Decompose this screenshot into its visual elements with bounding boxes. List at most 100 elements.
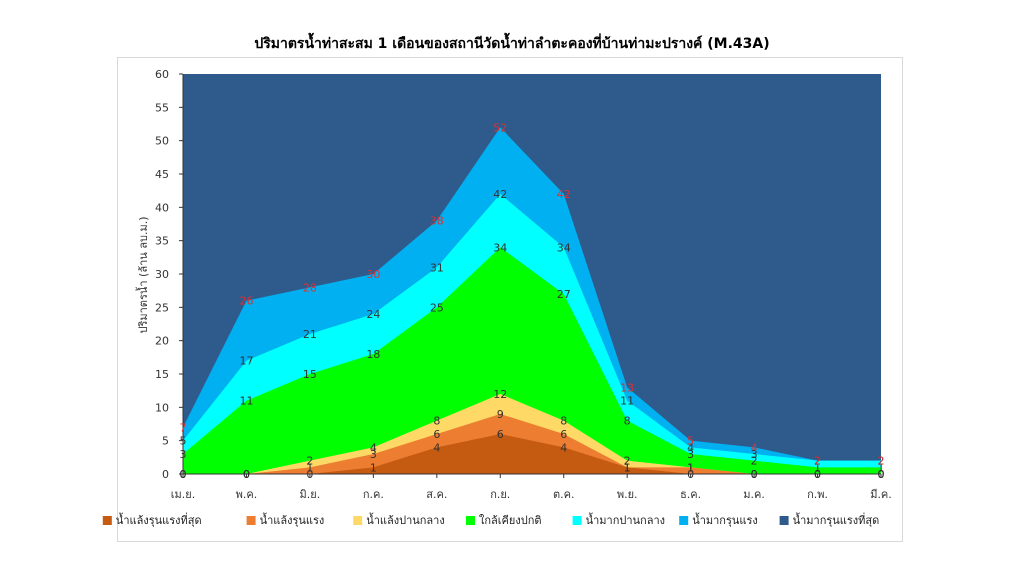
data-label: 5 xyxy=(687,435,694,448)
legend-swatch xyxy=(353,516,363,525)
data-label: 5 xyxy=(180,435,187,448)
data-label: 0 xyxy=(306,468,313,481)
data-label: 34 xyxy=(493,241,507,254)
data-label: 0 xyxy=(243,468,250,481)
data-label: 6 xyxy=(433,428,440,441)
y-tick-label: 40 xyxy=(155,201,169,214)
y-tick-label: 45 xyxy=(155,168,169,181)
data-label: 0 xyxy=(243,468,250,481)
data-label: 52 xyxy=(493,121,507,134)
x-tick-label: ส.ค. xyxy=(426,488,447,501)
y-tick-label: 50 xyxy=(155,135,169,148)
legend: น้ำแล้งรุนแรงที่สุด น้ำแล้งรุนแรง น้ำแล้งป… xyxy=(102,512,880,527)
data-label: 1 xyxy=(306,461,313,474)
data-label: 11 xyxy=(239,395,253,408)
y-tick-label: 0 xyxy=(162,468,169,481)
data-label: 1 xyxy=(370,461,377,474)
x-tick-label: พ.ค. xyxy=(236,488,258,501)
data-label: 27 xyxy=(557,288,571,301)
data-label: 1 xyxy=(687,461,694,474)
data-label: 17 xyxy=(239,355,253,368)
data-label: 13 xyxy=(620,381,634,394)
y-tick-label: 30 xyxy=(155,268,169,281)
data-label: 2 xyxy=(878,455,885,468)
data-label: 11 xyxy=(620,395,634,408)
data-label: 1 xyxy=(624,461,631,474)
legend-label: น้ำมากรุนแรง xyxy=(692,512,758,527)
data-label: 42 xyxy=(557,188,571,201)
data-label: 0 xyxy=(878,468,885,481)
x-tick-label: ก.ย. xyxy=(490,488,510,501)
data-label: 4 xyxy=(560,441,567,454)
data-label: 3 xyxy=(370,448,377,461)
data-label: 0 xyxy=(180,468,187,481)
data-label: 6 xyxy=(497,428,504,441)
data-label: 28 xyxy=(303,281,317,294)
x-tick-label: พ.ย. xyxy=(617,488,638,501)
y-tick-label: 15 xyxy=(155,368,169,381)
x-tick-label: ม.ค. xyxy=(743,488,765,501)
legend-label: น้ำมากรุนแรงที่สุด xyxy=(793,512,880,527)
data-label: 30 xyxy=(366,268,380,281)
x-tick-label: ต.ค. xyxy=(553,488,575,501)
area-series-0 xyxy=(183,434,881,474)
data-label: 24 xyxy=(366,308,380,321)
data-label: 0 xyxy=(814,468,821,481)
data-label: 26 xyxy=(239,295,253,308)
legend-swatch xyxy=(572,516,582,525)
x-tick-label: มี.ค. xyxy=(870,488,892,501)
data-label: 4 xyxy=(687,441,694,454)
legend-swatch xyxy=(246,516,256,525)
data-label: 2 xyxy=(751,455,758,468)
legend-swatch xyxy=(779,516,789,525)
data-label: 0 xyxy=(878,468,885,481)
data-label: 31 xyxy=(430,261,444,274)
data-label: 3 xyxy=(180,448,187,461)
y-tick-label: 55 xyxy=(155,101,169,114)
data-label: 1 xyxy=(878,461,885,474)
data-label: 0 xyxy=(180,468,187,481)
data-label: 15 xyxy=(303,368,317,381)
legend-label: น้ำแล้งรุนแรงที่สุด xyxy=(116,512,202,527)
data-label: 18 xyxy=(366,348,380,361)
data-label: 8 xyxy=(433,415,440,428)
data-label: 8 xyxy=(624,415,631,428)
data-label: 0 xyxy=(751,468,758,481)
data-label: 2 xyxy=(878,455,885,468)
legend-swatch xyxy=(466,516,475,525)
data-label: 2 xyxy=(306,455,313,468)
data-label: 3 xyxy=(751,448,758,461)
data-label: 21 xyxy=(303,328,317,341)
data-label: 1 xyxy=(814,461,821,474)
data-label: 0 xyxy=(814,468,821,481)
data-label: 4 xyxy=(370,441,377,454)
data-label: 8 xyxy=(560,415,567,428)
legend-label: น้ำมากปานกลาง xyxy=(586,512,665,527)
legend-label: น้ำแล้งปานกลาง xyxy=(366,512,445,527)
data-label: 2 xyxy=(814,455,821,468)
data-label: 1 xyxy=(624,461,631,474)
data-label: 0 xyxy=(687,468,694,481)
y-tick-label: 35 xyxy=(155,235,169,248)
data-label: 3 xyxy=(687,448,694,461)
legend-swatch xyxy=(679,516,689,525)
x-tick-label: เม.ย. xyxy=(171,488,195,501)
y-tick-label: 25 xyxy=(155,301,169,314)
data-label: 0 xyxy=(751,468,758,481)
y-tick-label: 10 xyxy=(155,401,169,414)
legend-swatch xyxy=(102,516,112,525)
data-label: 0 xyxy=(180,468,187,481)
data-label: 38 xyxy=(430,215,444,228)
x-tick-label: ก.ค. xyxy=(363,488,384,501)
y-axis-label: ปริมาตรน้ำ (ล้าน ลบ.ม.) xyxy=(135,216,150,333)
data-label: 2 xyxy=(624,455,631,468)
data-label: 2 xyxy=(814,455,821,468)
y-tick-label: 60 xyxy=(155,68,169,81)
data-label: 0 xyxy=(243,468,250,481)
data-label: 0 xyxy=(751,468,758,481)
data-label: 12 xyxy=(493,388,507,401)
area-layers xyxy=(183,74,881,474)
legend-label: น้ำแล้งรุนแรง xyxy=(260,512,325,527)
